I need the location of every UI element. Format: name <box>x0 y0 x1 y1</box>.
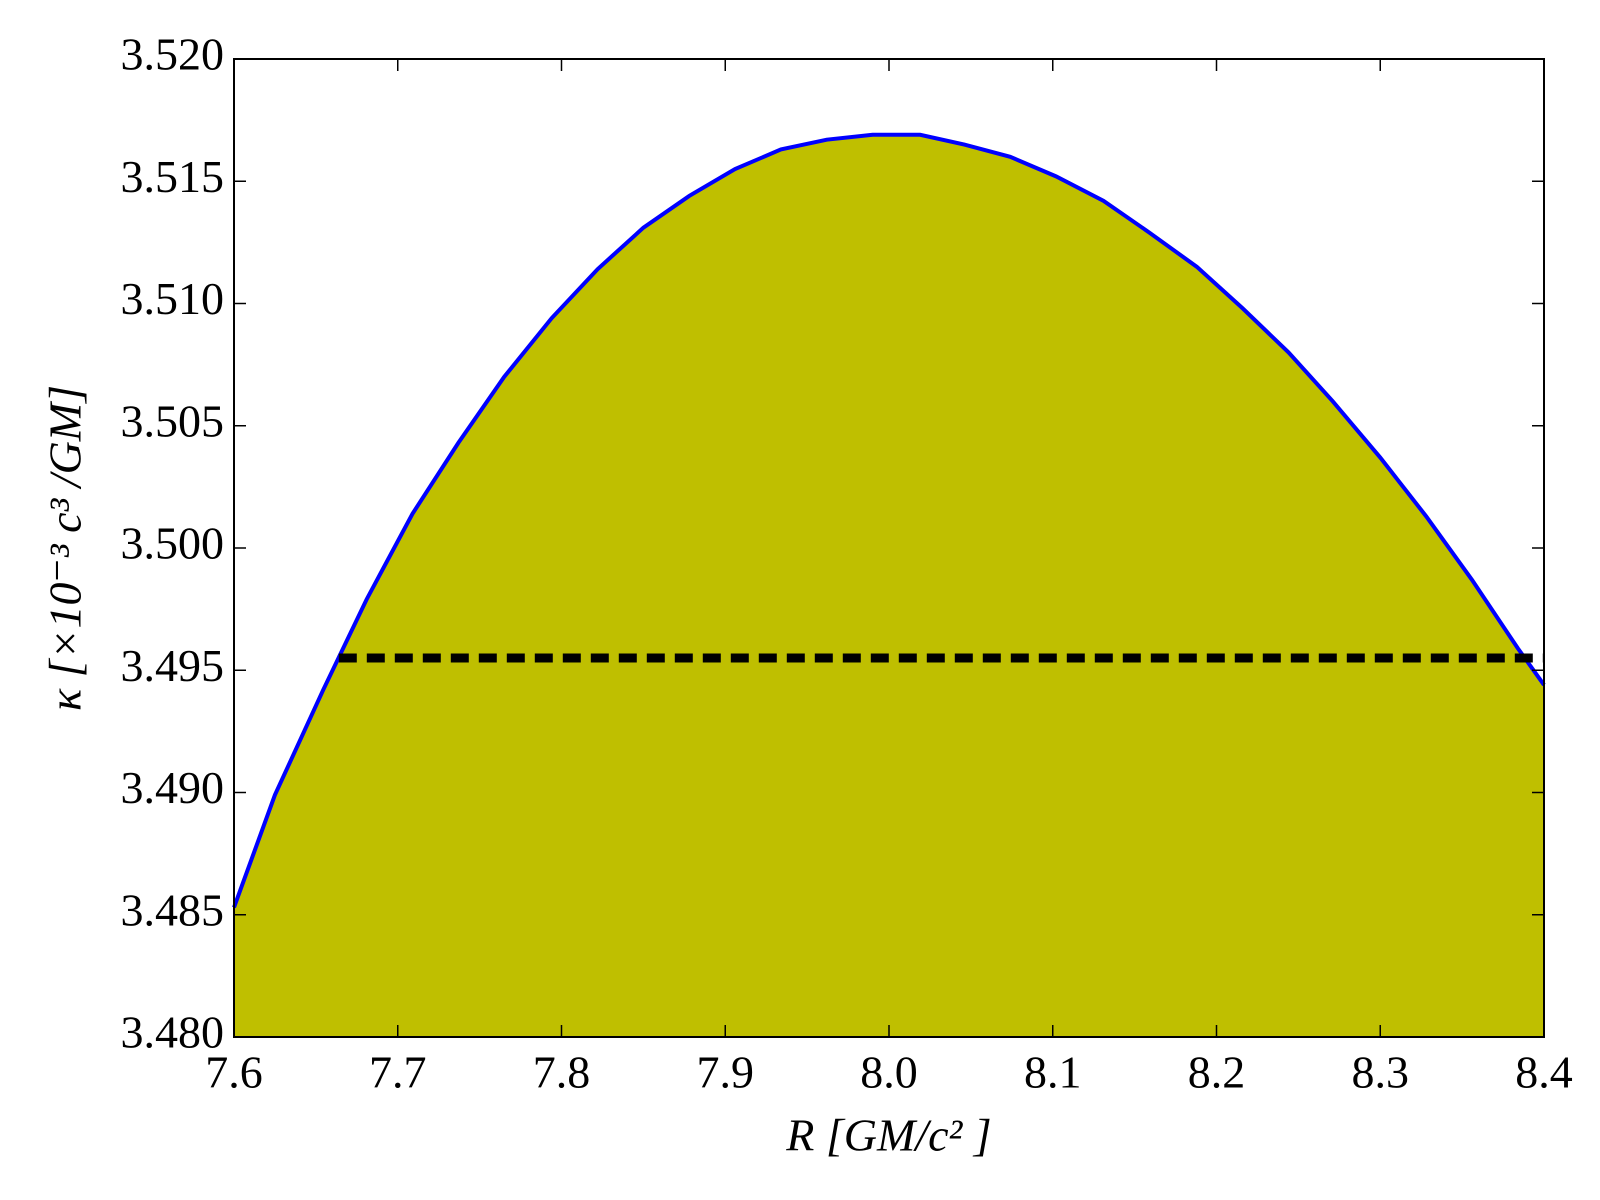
y-tick-label: 3.510 <box>121 273 225 324</box>
x-tick-label: 7.9 <box>697 1047 755 1098</box>
y-tick-label: 3.485 <box>121 884 225 935</box>
y-tick-label: 3.495 <box>121 640 225 691</box>
area-fill <box>234 134 1544 1038</box>
x-tick-label: 8.4 <box>1515 1047 1573 1098</box>
y-axis-label: κ [×10⁻³ c³ /GM] <box>40 385 91 711</box>
x-tick-label: 7.6 <box>205 1047 263 1098</box>
x-tick-label: 8.2 <box>1188 1047 1246 1098</box>
y-tick-label: 3.505 <box>121 395 225 446</box>
x-tick-label: 8.1 <box>1024 1047 1082 1098</box>
y-tick-label: 3.490 <box>121 762 225 813</box>
y-tick-label: 3.520 <box>121 29 225 80</box>
x-axis-label: R [GM/c² ] <box>785 1110 991 1161</box>
y-tick-label: 3.515 <box>121 151 225 202</box>
y-tick-label: 3.500 <box>121 518 225 569</box>
y-tick-label: 3.480 <box>121 1007 225 1058</box>
x-tick-label: 8.0 <box>860 1047 918 1098</box>
x-tick-label: 8.3 <box>1352 1047 1410 1098</box>
line <box>232 132 1546 909</box>
x-tick-label: 7.8 <box>533 1047 591 1098</box>
x-tick-label: 7.7 <box>369 1047 427 1098</box>
